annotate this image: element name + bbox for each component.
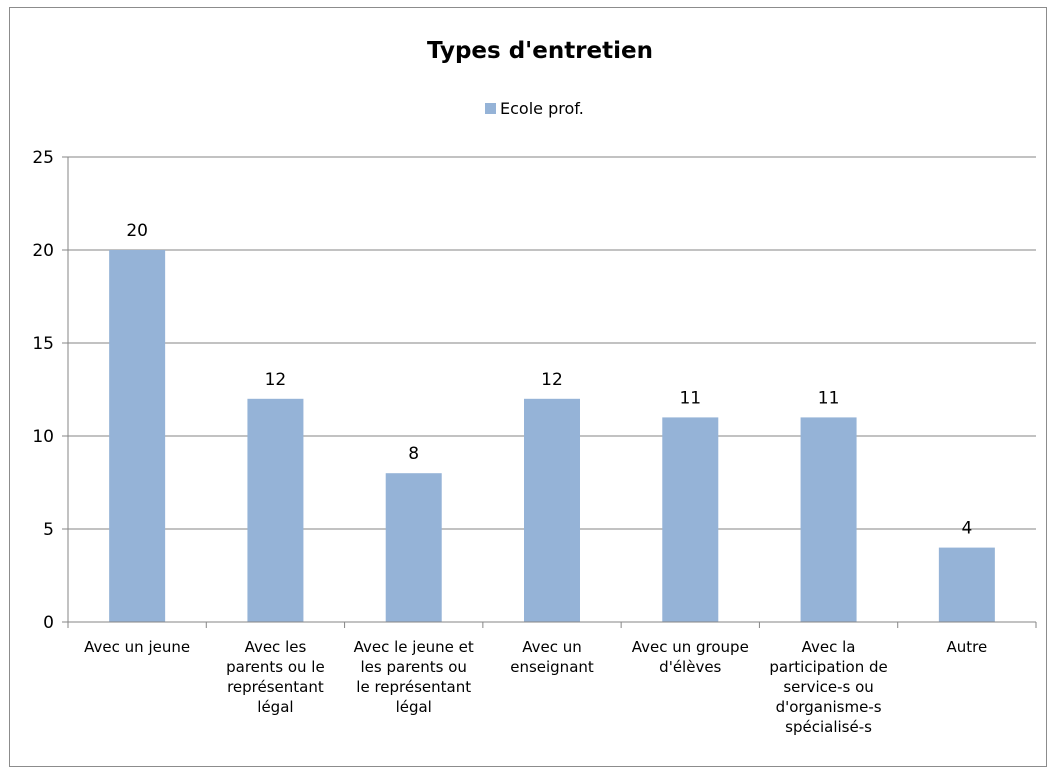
category-label-line: enseignant [510, 658, 594, 676]
data-label: 11 [679, 388, 701, 408]
category-label-line: le représentant [356, 678, 471, 696]
bar [385, 473, 442, 622]
data-labels: 20 12 8 12 11 11 4 [126, 221, 972, 539]
category-label-line: d'organisme-s [776, 698, 882, 716]
legend: Ecole prof. [485, 99, 584, 118]
data-label: 20 [126, 221, 148, 241]
y-tick-label: 10 [32, 427, 54, 447]
x-axis [67, 621, 1037, 628]
bar [662, 417, 719, 622]
y-axis-ticks: 0 5 10 15 20 25 [32, 148, 54, 633]
bar [800, 417, 857, 622]
bar [524, 398, 580, 622]
y-tick-label: 15 [32, 334, 54, 354]
category-label-line: parents ou le [226, 658, 325, 676]
chart-title: Types d'entretien [427, 38, 653, 64]
data-label: 8 [408, 444, 419, 464]
category-label: Avec un groupe d'élèves [632, 638, 749, 676]
category-label: Avec le jeune et les parents ou le représe… [354, 638, 474, 716]
legend-label: Ecole prof. [500, 99, 584, 118]
category-label-line: légal [257, 698, 293, 716]
category-label-line: Avec un jeune [84, 638, 190, 656]
category-label-line: Avec les [245, 638, 307, 656]
data-label: 11 [818, 388, 840, 408]
category-label-line: légal [396, 698, 432, 716]
data-label: 4 [961, 519, 972, 539]
category-label-line: spécialisé-s [785, 718, 872, 736]
category-label-line: représentant [227, 678, 324, 696]
category-label: Avec la participation de service-s ou d'org… [769, 638, 887, 736]
bar [109, 250, 166, 622]
category-label-line: Autre [946, 638, 987, 656]
legend-swatch [485, 103, 496, 114]
category-label-line: participation de [769, 658, 887, 676]
category-label-line: Avec le jeune et [354, 638, 474, 656]
y-tick-label: 25 [32, 148, 54, 168]
chart-frame [9, 7, 1047, 767]
category-label-line: service-s ou [783, 678, 873, 696]
category-label: Avec les parents ou le représentant légal [226, 638, 325, 716]
category-label: Autre [946, 638, 987, 656]
category-label: Avec un enseignant [510, 638, 594, 676]
y-tick-label: 0 [43, 613, 54, 633]
category-label-line: les parents ou [361, 658, 467, 676]
data-label: 12 [541, 370, 563, 390]
y-tick-label: 20 [32, 241, 54, 261]
category-label: Avec un jeune [84, 638, 190, 656]
data-label: 12 [265, 370, 287, 390]
bar [247, 398, 304, 622]
bar [938, 547, 995, 622]
bars [109, 250, 995, 622]
category-label-line: Avec un [522, 638, 582, 656]
y-tick-label: 5 [43, 520, 54, 540]
category-label-line: Avec un groupe [632, 638, 749, 656]
category-labels: Avec un jeune Avec les parents ou le représ… [84, 638, 987, 736]
category-label-line: Avec la [802, 638, 856, 656]
category-label-line: d'élèves [659, 658, 721, 676]
